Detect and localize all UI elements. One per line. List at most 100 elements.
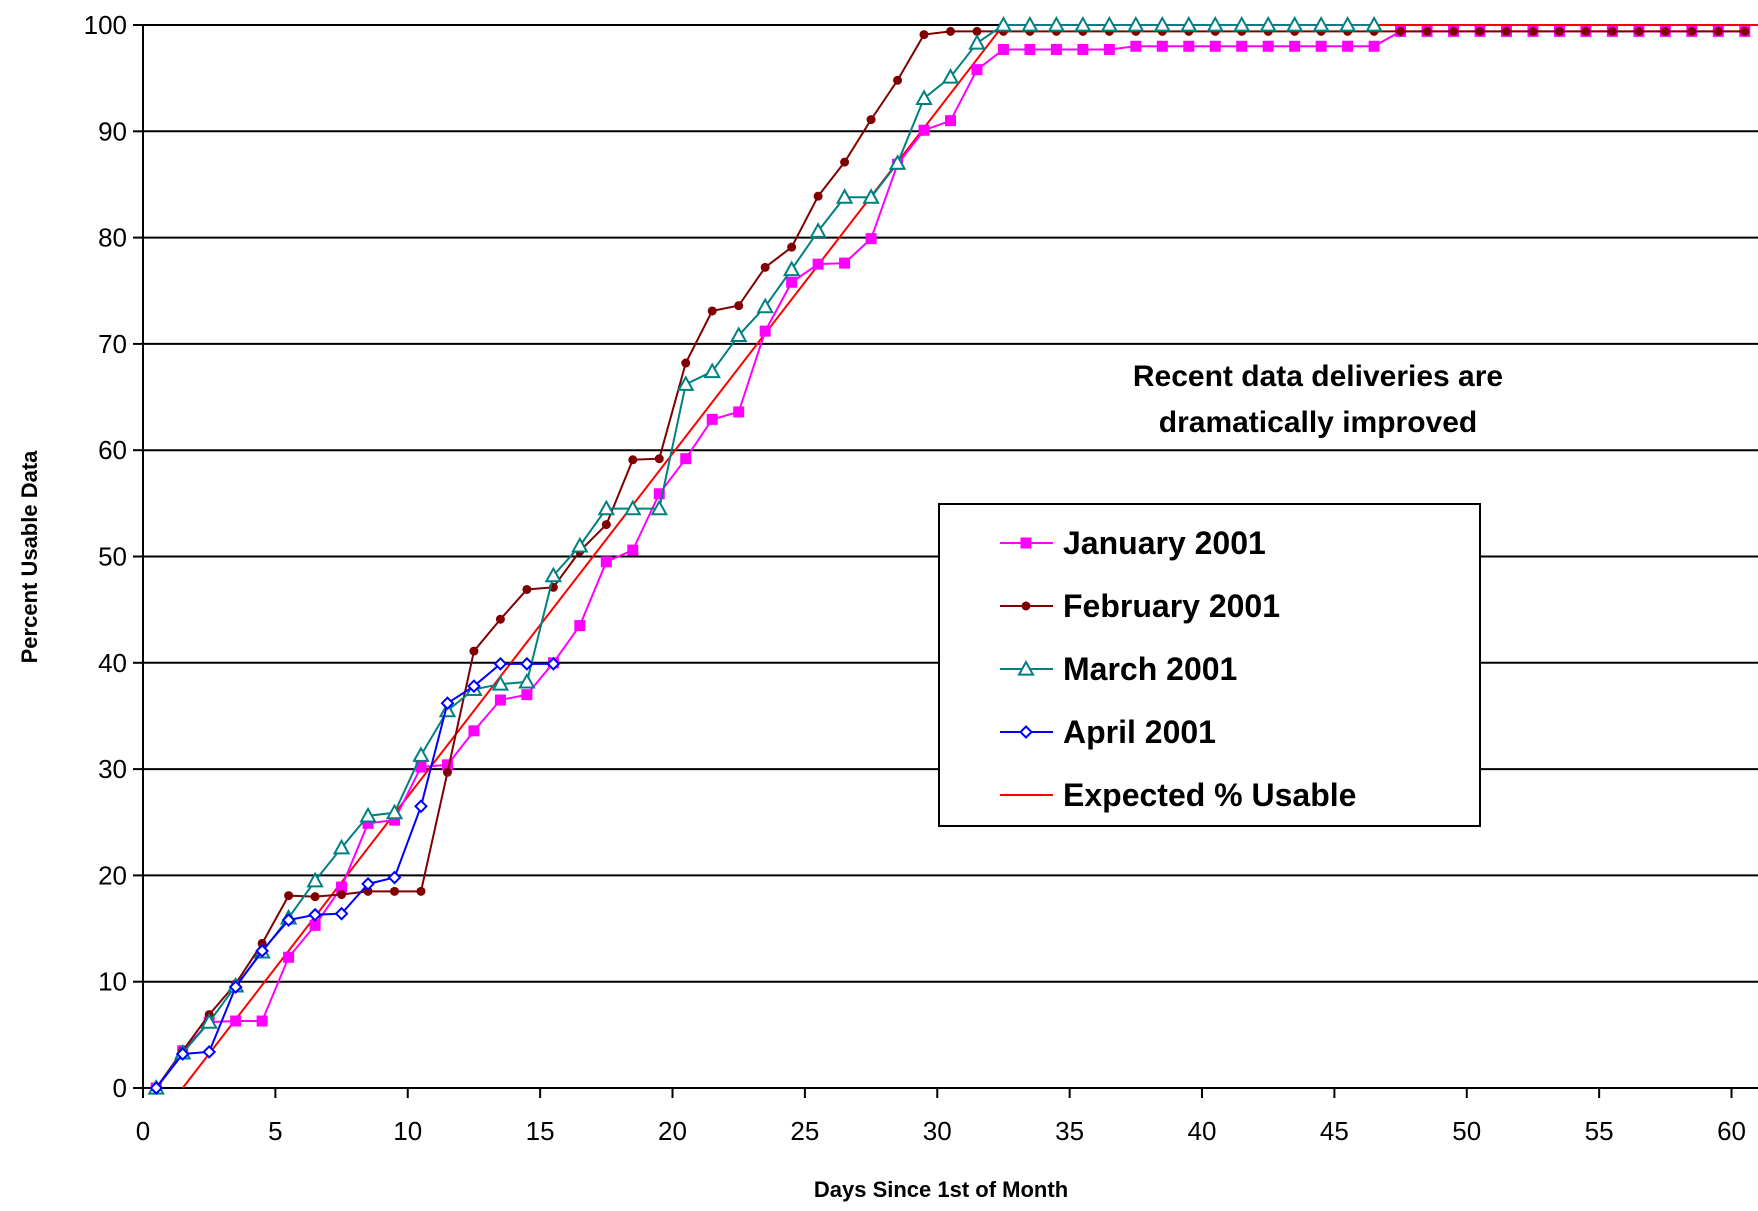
point-february-2001-51 xyxy=(1501,26,1511,36)
point-february-2001-7 xyxy=(337,890,347,900)
legend-swatch-marker-april-2001 xyxy=(1019,725,1033,739)
x-tick-label-15: 15 xyxy=(526,1116,555,1146)
point-march-2001-45 xyxy=(1338,15,1357,32)
point-march-2001-6 xyxy=(306,871,324,888)
axes xyxy=(133,24,1758,1098)
point-january-2001-43 xyxy=(1289,40,1301,52)
point-april-2001-11 xyxy=(440,696,455,711)
point-january-2001-46 xyxy=(1368,40,1380,52)
point-april-2001-9 xyxy=(387,870,402,885)
point-january-2001-45 xyxy=(1342,40,1354,52)
point-january-2001-21 xyxy=(706,413,718,425)
point-january-2001-23 xyxy=(759,325,771,337)
point-january-2001-5 xyxy=(283,951,295,963)
point-january-2001-18 xyxy=(627,544,639,556)
point-march-2001-19 xyxy=(650,499,668,516)
point-february-2001-48 xyxy=(1422,26,1432,36)
point-january-2001-14 xyxy=(521,689,533,701)
point-february-2001-50 xyxy=(1475,26,1485,36)
point-february-2001-58 xyxy=(1687,26,1697,36)
point-january-2001-32 xyxy=(997,43,1009,55)
point-march-2001-15 xyxy=(544,566,563,583)
point-march-2001-23 xyxy=(756,297,774,314)
point-april-2001-6 xyxy=(308,907,323,922)
point-january-2001-42 xyxy=(1262,40,1274,52)
point-february-2001-47 xyxy=(1396,26,1406,36)
point-january-2001-6 xyxy=(309,919,321,931)
point-january-2001-12 xyxy=(468,725,480,737)
point-march-2001-43 xyxy=(1285,15,1304,32)
x-tick-label-40: 40 xyxy=(1188,1116,1217,1146)
point-march-2001-17 xyxy=(597,499,616,516)
point-march-2001-46 xyxy=(1365,15,1383,32)
y-tick-label-80: 80 xyxy=(98,223,127,253)
point-february-2001-11 xyxy=(442,767,452,777)
point-april-2001-10 xyxy=(414,799,428,814)
point-march-2001-21 xyxy=(703,362,721,379)
point-january-2001-44 xyxy=(1315,40,1327,52)
point-february-2001-17 xyxy=(601,520,611,530)
legend-swatch-marker-february-2001 xyxy=(1021,601,1031,611)
point-march-2001-34 xyxy=(1047,15,1066,32)
point-january-2001-40 xyxy=(1209,40,1221,52)
y-tick-label-30: 30 xyxy=(98,754,127,784)
point-march-2001-37 xyxy=(1127,15,1145,32)
point-march-2001-14 xyxy=(518,672,536,689)
x-tick-label-20: 20 xyxy=(658,1116,687,1146)
point-february-2001-12 xyxy=(469,646,479,656)
point-january-2001-31 xyxy=(971,64,983,76)
point-january-2001-37 xyxy=(1130,40,1142,52)
point-february-2001-27 xyxy=(866,115,876,125)
point-february-2001-8 xyxy=(363,886,373,896)
annotation-line-2: dramatically improved xyxy=(1159,406,1477,439)
point-january-2001-16 xyxy=(574,620,586,632)
point-january-2001-17 xyxy=(600,556,612,568)
point-february-2001-60 xyxy=(1740,26,1750,36)
y-axis-title: Percent Usable Data xyxy=(17,450,42,664)
point-march-2001-42 xyxy=(1259,15,1277,32)
point-january-2001-4 xyxy=(256,1015,268,1027)
point-february-2001-49 xyxy=(1449,26,1459,36)
point-february-2001-53 xyxy=(1554,26,1564,36)
legend-label-april-2001: April 2001 xyxy=(1063,714,1216,750)
point-january-2001-27 xyxy=(865,233,877,245)
point-march-2001-30 xyxy=(941,68,960,84)
x-axis-title: Days Since 1st of Month xyxy=(814,1177,1068,1202)
point-february-2001-57 xyxy=(1660,26,1670,36)
y-tick-label-70: 70 xyxy=(98,329,127,359)
point-march-2001-27 xyxy=(862,188,880,204)
point-january-2001-29 xyxy=(918,124,930,136)
point-february-2001-19 xyxy=(654,454,664,464)
y-tick-label-20: 20 xyxy=(98,860,127,890)
y-tick-label-0: 0 xyxy=(113,1073,127,1103)
series-lines xyxy=(147,15,1758,1095)
point-february-2001-59 xyxy=(1713,26,1723,36)
point-march-2001-28 xyxy=(888,154,907,170)
point-february-2001-18 xyxy=(628,455,638,465)
point-february-2001-13 xyxy=(495,614,505,624)
y-tick-label-40: 40 xyxy=(98,648,127,678)
point-april-2001-8 xyxy=(361,876,375,891)
legend-label-february-2001: February 2001 xyxy=(1063,588,1280,624)
point-march-2001-31 xyxy=(968,34,986,50)
y-tick-label-100: 100 xyxy=(84,10,127,40)
point-march-2001-32 xyxy=(994,15,1013,32)
point-january-2001-20 xyxy=(680,453,692,465)
point-february-2001-5 xyxy=(284,891,294,901)
point-february-2001-29 xyxy=(919,30,929,40)
point-march-2001-41 xyxy=(1233,15,1251,32)
point-january-2001-9 xyxy=(389,814,401,826)
point-february-2001-52 xyxy=(1528,26,1538,36)
legend-swatch-marker-march-2001 xyxy=(1017,659,1035,676)
point-march-2001-16 xyxy=(571,536,589,553)
point-march-2001-38 xyxy=(1153,15,1172,32)
point-january-2001-24 xyxy=(786,276,798,288)
point-january-2001-25 xyxy=(812,258,824,270)
point-january-2001-19 xyxy=(653,488,665,500)
point-march-2001-35 xyxy=(1074,15,1092,32)
point-january-2001-39 xyxy=(1183,40,1195,52)
point-february-2001-10 xyxy=(416,886,426,896)
point-april-2001-15 xyxy=(546,656,561,671)
point-april-2001-12 xyxy=(467,679,481,694)
